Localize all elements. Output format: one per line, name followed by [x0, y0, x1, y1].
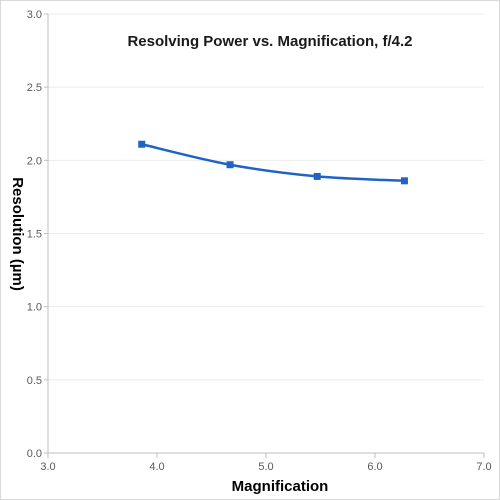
- x-tick-label: 7.0: [476, 461, 491, 473]
- y-tick-label: 0.0: [27, 448, 42, 460]
- y-tick-label: 3.0: [27, 9, 42, 21]
- data-point-marker: [226, 161, 234, 169]
- series-line: [141, 143, 405, 183]
- data-point-marker: [400, 177, 408, 185]
- x-tick-label: 4.0: [149, 461, 164, 473]
- chart-title: Resolving Power vs. Magnification, f/4.2: [127, 33, 412, 50]
- y-tick-label: 2.5: [27, 82, 42, 94]
- x-tick-labels: 3.0 4.0 5.0 6.0 7.0: [40, 461, 491, 473]
- x-tick-label: 3.0: [40, 461, 55, 473]
- data-point-marker: [138, 140, 146, 148]
- series-layer: [138, 140, 408, 185]
- y-tick-label: 2.0: [27, 155, 42, 167]
- x-axis-label: Magnification: [232, 478, 329, 495]
- y-tick-labels: 0.0 0.5 1.0 1.5 2.0 2.5 3.0: [27, 9, 42, 460]
- data-point-marker: [313, 172, 321, 180]
- y-tick-label: 1.0: [27, 302, 42, 314]
- y-axis-label: Resolution (µm): [9, 177, 26, 291]
- y-tick-label: 0.5: [27, 375, 42, 387]
- gridlines: [48, 13, 484, 381]
- x-tick-label: 6.0: [367, 461, 382, 473]
- y-tick-label: 1.5: [27, 229, 42, 241]
- axes: [44, 13, 485, 458]
- x-tick-label: 5.0: [258, 461, 273, 473]
